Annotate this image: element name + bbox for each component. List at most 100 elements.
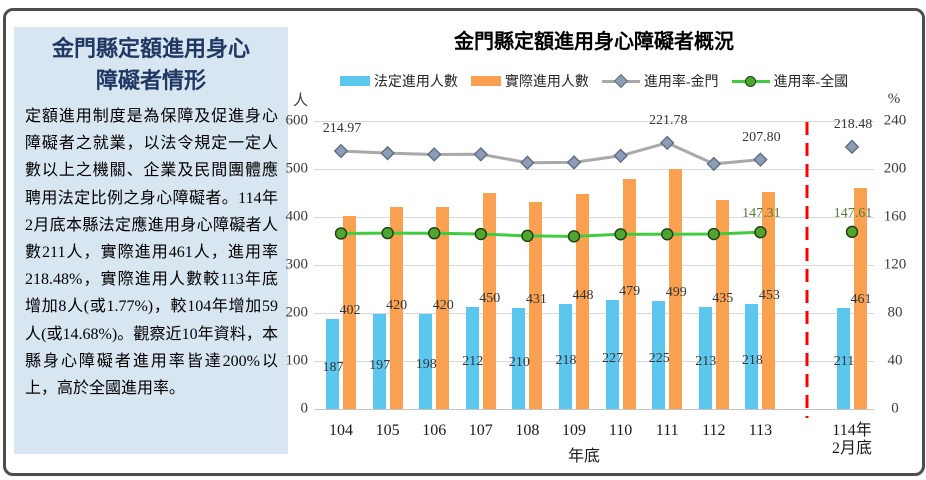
diamond-marker [844, 139, 860, 155]
x-axis-category-label: 104 [329, 422, 353, 439]
outer-frame: 金門縣定額進用身心 障礙者情形 定額進用制度是為保障及促進身心障礙者之就業，以法令… [3, 8, 925, 476]
bar-legal-label: 211 [833, 354, 855, 370]
gridline [314, 265, 874, 266]
summary-title-line1: 金門縣定額進用身心 [51, 36, 250, 61]
bar-actual-label: 402 [339, 303, 361, 319]
bar-actual-count [576, 193, 589, 409]
x-axis-category-label: 113 [748, 422, 773, 439]
diamond-marker [333, 143, 349, 159]
bar-actual-count [343, 216, 356, 409]
circle-marker [614, 228, 627, 241]
circle-marker [754, 226, 767, 239]
bar-legal-label: 225 [648, 351, 670, 366]
x-axis-category-label: 110 [608, 422, 633, 439]
bar-legal-label: 212 [462, 354, 484, 370]
circle-marker [661, 228, 674, 241]
rate-point-label: 207.80 [742, 129, 781, 145]
diamond-marker [520, 155, 535, 171]
diamond-marker [566, 155, 582, 170]
x-axis-category-label: 107 [468, 422, 493, 439]
circle-marker [707, 227, 720, 241]
bar-legal-count [605, 300, 619, 409]
x-axis-category-label: 112 [702, 422, 726, 439]
circle-marker [567, 230, 581, 243]
bar-actual-label: 448 [572, 288, 594, 304]
bar-legal-count [698, 306, 712, 409]
x-axis-category-label: 105 [375, 422, 400, 439]
summary-title: 金門縣定額進用身心 障礙者情形 [20, 33, 282, 97]
left-axis-tick-label: 500 [285, 160, 309, 177]
bar-actual-label: 420 [432, 297, 454, 313]
diamond-marker-icon [613, 73, 628, 89]
left-axis-tick-label: 300 [285, 256, 309, 273]
legend-label: 進用率-金門 [643, 75, 719, 90]
legend-label: 法定進用人數 [373, 75, 458, 90]
bar-legal-label: 197 [369, 357, 391, 373]
gridline [314, 121, 874, 122]
right-axis-tick-label: 80 [887, 304, 903, 321]
diamond-marker [706, 156, 722, 172]
x-axis-title: 年底 [567, 448, 600, 465]
gridline [314, 217, 874, 218]
bar-legal-count [326, 319, 339, 409]
circle-marker [521, 229, 534, 243]
bar-actual-count [389, 207, 403, 409]
circle-marker [427, 226, 441, 240]
circle-marker [474, 227, 488, 241]
bar-legal-count [745, 304, 759, 409]
chart-legend: 法定進用人數 實際進用人數 進用率-金門 進用率-全國 [291, 71, 897, 91]
summary-panel: 金門縣定額進用身心 障礙者情形 定額進用制度是為保障及促進身心障礙者之就業，以法令… [14, 27, 288, 454]
bar-actual-count [482, 193, 496, 409]
bar-legal-label: 227 [602, 350, 624, 366]
rate-point-label: 214.97 [322, 121, 362, 137]
right-axis-tick-label: 40 [887, 352, 903, 369]
legend-label: 進用率-全國 [773, 75, 849, 90]
rate-lines-svg [333, 122, 860, 418]
x-axis-category-label: 111 [655, 422, 679, 439]
circle-marker [334, 227, 348, 240]
rate-line-national [340, 230, 761, 238]
diamond-marker [380, 145, 395, 161]
right-axis-tick-label: 160 [883, 208, 907, 225]
legend-bar-swatch [470, 76, 501, 86]
left-axis-tick-label: 600 [285, 112, 309, 129]
bar-legal-label: 198 [415, 357, 437, 373]
bar-actual-count [529, 202, 543, 409]
x-axis-category-label: 106 [422, 422, 447, 439]
bar-actual-count [669, 169, 683, 409]
rate-line-kinmen [340, 141, 761, 166]
legend-item: 實際進用人數 [470, 71, 589, 91]
right-axis-unit-label: % [887, 91, 901, 107]
bar-actual-label: 435 [712, 290, 734, 306]
legend-item: 法定進用人數 [339, 71, 458, 91]
x-axis-category-label: 114年 2月底 [831, 422, 872, 457]
diamond-marker [753, 152, 768, 167]
bar-legal-count [465, 307, 479, 409]
bar-actual-label: 499 [665, 285, 687, 300]
bar-legal-count [372, 314, 386, 409]
rate-point-label: 147.61 [833, 205, 873, 221]
diamond-marker [426, 147, 442, 162]
bar-actual-label: 431 [525, 292, 547, 308]
gridline [314, 409, 874, 410]
bar-actual-count [762, 191, 776, 409]
diamond-marker [473, 146, 489, 162]
bar-actual-count [715, 200, 729, 409]
bar-legal-count [652, 301, 666, 409]
legend-line-swatch [731, 75, 770, 88]
right-axis-tick-label: 200 [883, 160, 907, 177]
gridline [314, 313, 874, 314]
legend-item: 進用率-金門 [601, 71, 719, 91]
bar-actual-label: 453 [758, 288, 780, 304]
legend-bar-swatch [339, 76, 370, 86]
bar-legal-label: 213 [695, 353, 717, 369]
bar-legal-label: 210 [508, 354, 530, 370]
gridline [314, 361, 874, 362]
right-axis-tick-label: 120 [883, 256, 907, 273]
circle-marker-icon [744, 75, 756, 87]
summary-body: 定額進用制度是為保障及促進身心障礙者之就業，以法令規定一定人數以上之機關、企業及… [25, 108, 278, 398]
left-axis-tick-label: 0 [300, 400, 309, 417]
diamond-marker [659, 135, 675, 151]
bar-actual-label: 461 [850, 291, 872, 307]
diamond-marker [613, 148, 628, 164]
